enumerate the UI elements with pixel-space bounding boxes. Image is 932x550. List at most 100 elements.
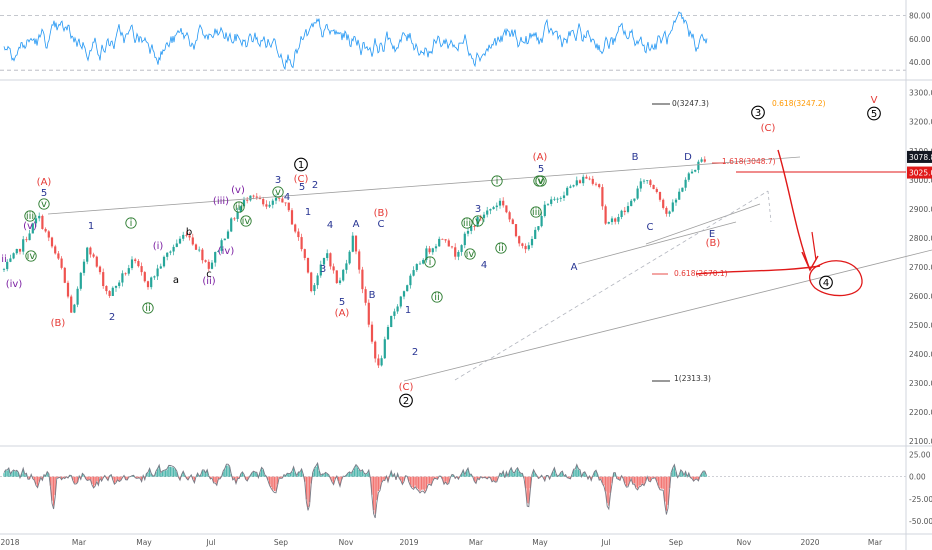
- candle-body: [316, 275, 319, 286]
- candle-body: [57, 253, 60, 259]
- dashed-trendline: [767, 190, 772, 223]
- candle-body: [614, 218, 617, 222]
- fib-level-label: 1(2313.3): [674, 374, 711, 383]
- candle-body: [9, 258, 12, 262]
- wave-label: (A): [533, 152, 548, 163]
- candle-body: [338, 280, 342, 284]
- candle-body: [98, 266, 102, 273]
- candle-body: [70, 296, 73, 313]
- candle-body: [399, 296, 402, 307]
- candle-body: [566, 187, 569, 196]
- candle-body: [524, 245, 527, 250]
- candle-body: [162, 256, 166, 267]
- wave-label: (ii): [202, 276, 215, 287]
- candle-body: [450, 246, 454, 248]
- wave-label: E: [709, 229, 715, 240]
- wave-label: iv: [535, 176, 544, 187]
- candle-body: [687, 173, 690, 180]
- candle-body: [662, 199, 665, 208]
- price-badge: [907, 150, 932, 163]
- candle-body: [617, 217, 620, 222]
- wave-label: ii: [498, 243, 504, 254]
- wave-label: A: [571, 262, 578, 273]
- wave-label: (i): [153, 241, 164, 252]
- wave-label: 4: [481, 260, 487, 271]
- candle-body: [15, 248, 18, 254]
- candle-body: [252, 195, 255, 197]
- candle-body: [204, 260, 207, 262]
- candle-body: [447, 240, 450, 247]
- candle-body: [639, 181, 642, 189]
- wave-label: 3: [755, 108, 761, 119]
- candle-body: [623, 210, 626, 212]
- candle-body: [345, 263, 348, 270]
- x-tick-label: Nov: [737, 538, 752, 547]
- wave-label: ii: [434, 292, 440, 303]
- candle-body: [703, 159, 706, 162]
- candle-body: [47, 231, 50, 238]
- candle-body: [89, 247, 92, 255]
- wave-label: a: [173, 275, 179, 286]
- wave-label: (iii): [213, 196, 229, 207]
- y-tick-label: 2400.0: [909, 350, 932, 359]
- dashed-trendline: [454, 190, 769, 381]
- projection-arrow: [777, 149, 811, 271]
- wave-label: (iv): [218, 246, 235, 257]
- wave-label: iii: [532, 207, 540, 218]
- wave-label-circle: [495, 242, 507, 254]
- candle-body: [370, 324, 374, 342]
- candle-body: [185, 234, 188, 236]
- candle-body: [463, 233, 466, 246]
- candle-body: [82, 261, 86, 273]
- wave-label: (C): [399, 382, 414, 393]
- candle-body: [681, 187, 684, 192]
- wave-label: iii: [235, 202, 243, 213]
- wave-label-circle: [464, 248, 476, 260]
- candle-body: [159, 266, 162, 269]
- candle-body: [674, 199, 678, 203]
- x-tick-label: Sep: [669, 538, 683, 547]
- candle-body: [409, 275, 412, 286]
- candle-body: [319, 264, 322, 276]
- wave-label: V: [871, 95, 878, 106]
- candle-body: [326, 253, 329, 259]
- wave-label-circle: [472, 215, 484, 227]
- fib-level-label: 0(3247.3): [672, 99, 709, 108]
- x-tick-label: Nov: [339, 538, 354, 547]
- y-tick-label: 2300.0: [909, 379, 932, 388]
- candle-body: [182, 234, 185, 239]
- trendline: [403, 249, 932, 382]
- candle-body: [290, 210, 294, 225]
- candle-body: [31, 223, 34, 234]
- candle-body: [434, 246, 438, 249]
- candle-body: [684, 179, 687, 188]
- candle-body: [386, 327, 390, 340]
- wave-label: iii: [26, 211, 34, 222]
- candle-body: [41, 215, 44, 229]
- candle-body: [262, 199, 265, 205]
- wave-label: 2: [109, 312, 115, 323]
- candle-body: [54, 246, 57, 254]
- x-tick-label: May: [532, 538, 548, 547]
- candle-body: [697, 161, 700, 170]
- candle-body: [543, 204, 546, 216]
- wave-label-circle: [491, 175, 503, 187]
- wave-label: (v): [23, 221, 37, 232]
- candle-body: [297, 231, 300, 238]
- candle-body: [153, 276, 156, 278]
- candle-body: [108, 291, 111, 296]
- candle-body: [428, 248, 431, 253]
- candle-body: [460, 245, 463, 252]
- y-tick-label: 2100.0: [909, 437, 932, 446]
- wave-label: 5: [871, 109, 877, 120]
- candle-body: [642, 180, 646, 182]
- wave-label: iv: [27, 251, 36, 262]
- candle-body: [431, 248, 434, 253]
- candle-body: [505, 205, 508, 213]
- candle-body: [588, 178, 591, 180]
- candle-body: [393, 311, 396, 316]
- candle-body: [201, 249, 204, 261]
- annotation-layer: 0(3247.3) 0.618(3247.2)1.618(3048.7)0.618…: [1, 95, 932, 408]
- wave-label: iv: [466, 249, 475, 260]
- time-axis: 2018 Mar May Jul Sep Nov 2019 Mar May Jul Sep Nov 20…: [0, 538, 883, 547]
